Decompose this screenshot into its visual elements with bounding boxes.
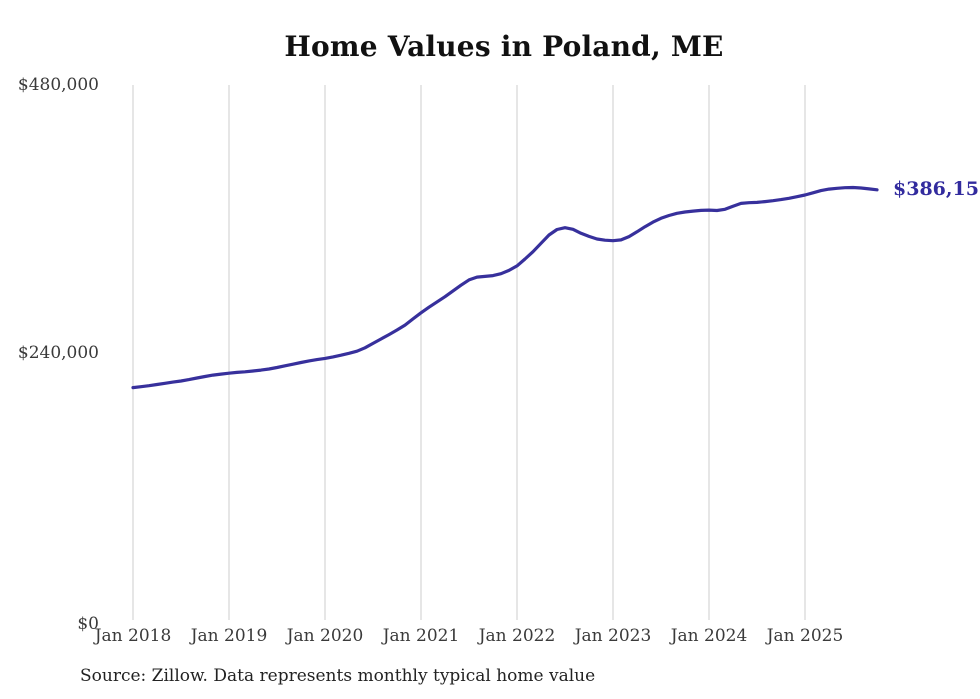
x-axis-label: Jan 2021 [382,626,460,646]
x-axis-label: Jan 2025 [766,626,844,646]
source-note: Source: Zillow. Data represents monthly … [80,666,596,686]
home-value-line [131,185,879,390]
x-axis-label: Jan 2022 [478,626,556,646]
end-value-label: $386,152 [893,177,980,200]
x-axis-label: Jan 2018 [94,626,172,646]
y-axis-label: $240,000 [17,343,99,363]
y-axis-label: $0 [77,614,99,634]
x-axis-label: Jan 2019 [190,626,268,646]
y-axis-label: $480,000 [17,75,99,95]
chart-title: Home Values in Poland, ME [284,30,724,63]
x-axis-label: Jan 2023 [574,626,652,646]
x-axis-label: Jan 2020 [286,626,364,646]
x-axis-label: Jan 2024 [670,626,748,646]
